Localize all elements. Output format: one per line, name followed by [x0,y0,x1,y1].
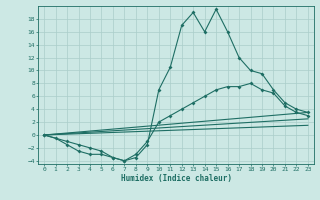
X-axis label: Humidex (Indice chaleur): Humidex (Indice chaleur) [121,174,231,183]
